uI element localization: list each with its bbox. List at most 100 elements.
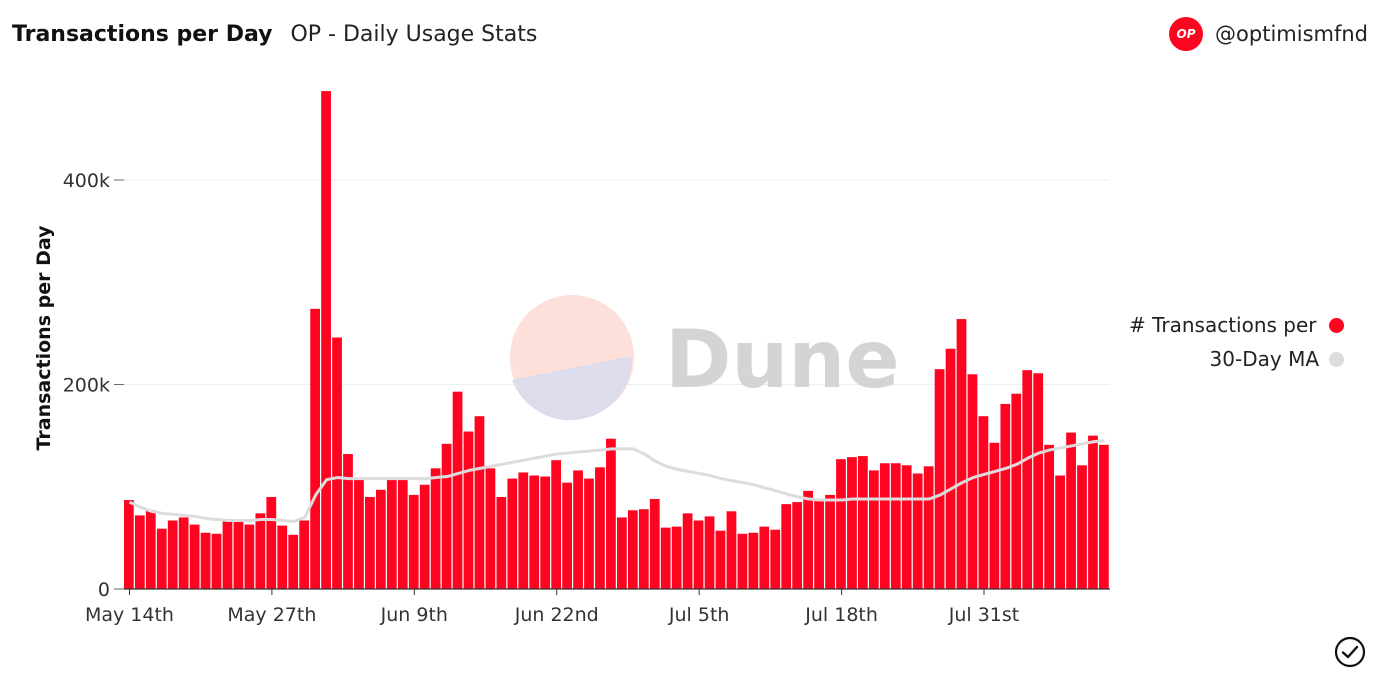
bar[interactable] <box>321 91 331 589</box>
author-badge[interactable]: OP @optimismfnd <box>1169 14 1368 54</box>
bar[interactable] <box>825 494 835 589</box>
bar[interactable] <box>638 509 649 589</box>
bar[interactable] <box>836 459 846 589</box>
bar[interactable] <box>1077 465 1087 589</box>
bar[interactable] <box>759 526 770 589</box>
bar[interactable] <box>923 466 934 589</box>
bar[interactable] <box>156 528 167 589</box>
bar[interactable] <box>595 467 605 589</box>
bar[interactable] <box>375 489 386 589</box>
bar[interactable] <box>540 476 551 589</box>
bar[interactable] <box>562 482 572 589</box>
bar[interactable] <box>1011 393 1022 589</box>
bar[interactable] <box>211 533 222 589</box>
bar[interactable] <box>967 374 978 589</box>
bar[interactable] <box>814 501 824 589</box>
bar[interactable] <box>890 463 901 589</box>
bar[interactable] <box>354 479 364 589</box>
bar[interactable] <box>1066 432 1076 589</box>
bar[interactable] <box>244 524 255 589</box>
bar[interactable] <box>167 520 178 590</box>
bar[interactable] <box>858 456 868 589</box>
bar[interactable] <box>178 517 189 589</box>
bar[interactable] <box>189 524 200 589</box>
check-circle-icon[interactable] <box>1334 636 1366 668</box>
bar[interactable] <box>277 525 288 589</box>
bar[interactable] <box>868 470 879 589</box>
bar[interactable] <box>627 510 638 589</box>
bar[interactable] <box>485 468 496 589</box>
bar[interactable] <box>134 515 145 589</box>
legend-label-transactions: # Transactions per Day <box>1129 313 1319 337</box>
bar[interactable] <box>704 516 715 589</box>
bar[interactable] <box>299 520 310 590</box>
bar[interactable] <box>518 472 529 589</box>
bar[interactable] <box>617 517 627 589</box>
bar[interactable] <box>365 496 375 589</box>
bar[interactable] <box>934 369 945 589</box>
legend-item-transactions[interactable]: # Transactions per Day <box>1129 308 1344 342</box>
legend-item-ma[interactable]: 30-Day MA <box>1129 342 1344 376</box>
bar[interactable] <box>430 468 441 589</box>
bar[interactable] <box>715 530 726 589</box>
bar[interactable] <box>124 500 134 589</box>
bar[interactable] <box>879 463 890 589</box>
bar[interactable] <box>343 454 353 589</box>
x-tick-label: Jul 5th <box>668 604 730 626</box>
bar[interactable] <box>529 475 540 589</box>
bar[interactable] <box>978 416 989 589</box>
bar[interactable] <box>660 527 671 589</box>
y-axis-label: Transactions per Day <box>33 225 55 451</box>
bar[interactable] <box>200 532 211 589</box>
bar[interactable] <box>781 504 792 589</box>
bar[interactable] <box>682 513 693 589</box>
bar[interactable] <box>737 533 748 589</box>
bar[interactable] <box>222 520 233 590</box>
bar[interactable] <box>474 416 485 589</box>
bar[interactable] <box>507 478 518 589</box>
bar[interactable] <box>463 431 474 589</box>
bar[interactable] <box>1000 403 1011 589</box>
bar[interactable] <box>748 532 759 589</box>
bar[interactable] <box>945 348 956 589</box>
bar[interactable] <box>1022 370 1033 589</box>
bar[interactable] <box>551 460 562 589</box>
bar[interactable] <box>1044 444 1055 589</box>
x-tick-label: Jul 31st <box>948 604 1020 626</box>
bar[interactable] <box>649 499 660 589</box>
bar[interactable] <box>1033 373 1044 589</box>
bar[interactable] <box>233 521 244 589</box>
bar[interactable] <box>901 465 912 589</box>
bar[interactable] <box>770 529 781 589</box>
author-handle[interactable]: @optimismfnd <box>1215 22 1368 46</box>
bar[interactable] <box>397 479 408 589</box>
bar[interactable] <box>803 490 813 589</box>
bar[interactable] <box>956 319 967 589</box>
bar[interactable] <box>496 496 507 589</box>
ma-series-line[interactable] <box>128 439 1105 524</box>
bar[interactable] <box>386 477 397 589</box>
bar[interactable] <box>1055 475 1065 589</box>
bar[interactable] <box>310 308 320 589</box>
bar[interactable] <box>145 510 156 589</box>
bar[interactable] <box>726 511 737 589</box>
bar[interactable] <box>989 442 1000 589</box>
bar[interactable] <box>441 443 452 589</box>
bar[interactable] <box>288 534 299 589</box>
bar[interactable] <box>408 494 419 589</box>
bar[interactable] <box>573 470 583 589</box>
bar[interactable] <box>671 526 682 589</box>
bar[interactable] <box>584 478 594 589</box>
bar[interactable] <box>332 337 342 589</box>
bar[interactable] <box>606 438 616 589</box>
bar[interactable] <box>1088 435 1098 589</box>
bar[interactable] <box>266 496 277 589</box>
bar[interactable] <box>1099 444 1109 589</box>
bar[interactable] <box>419 484 430 589</box>
bar[interactable] <box>792 502 803 589</box>
bar[interactable] <box>693 520 704 590</box>
bar[interactable] <box>912 473 923 589</box>
bar[interactable] <box>255 513 266 589</box>
bar[interactable] <box>452 391 463 589</box>
bar[interactable] <box>847 457 857 589</box>
